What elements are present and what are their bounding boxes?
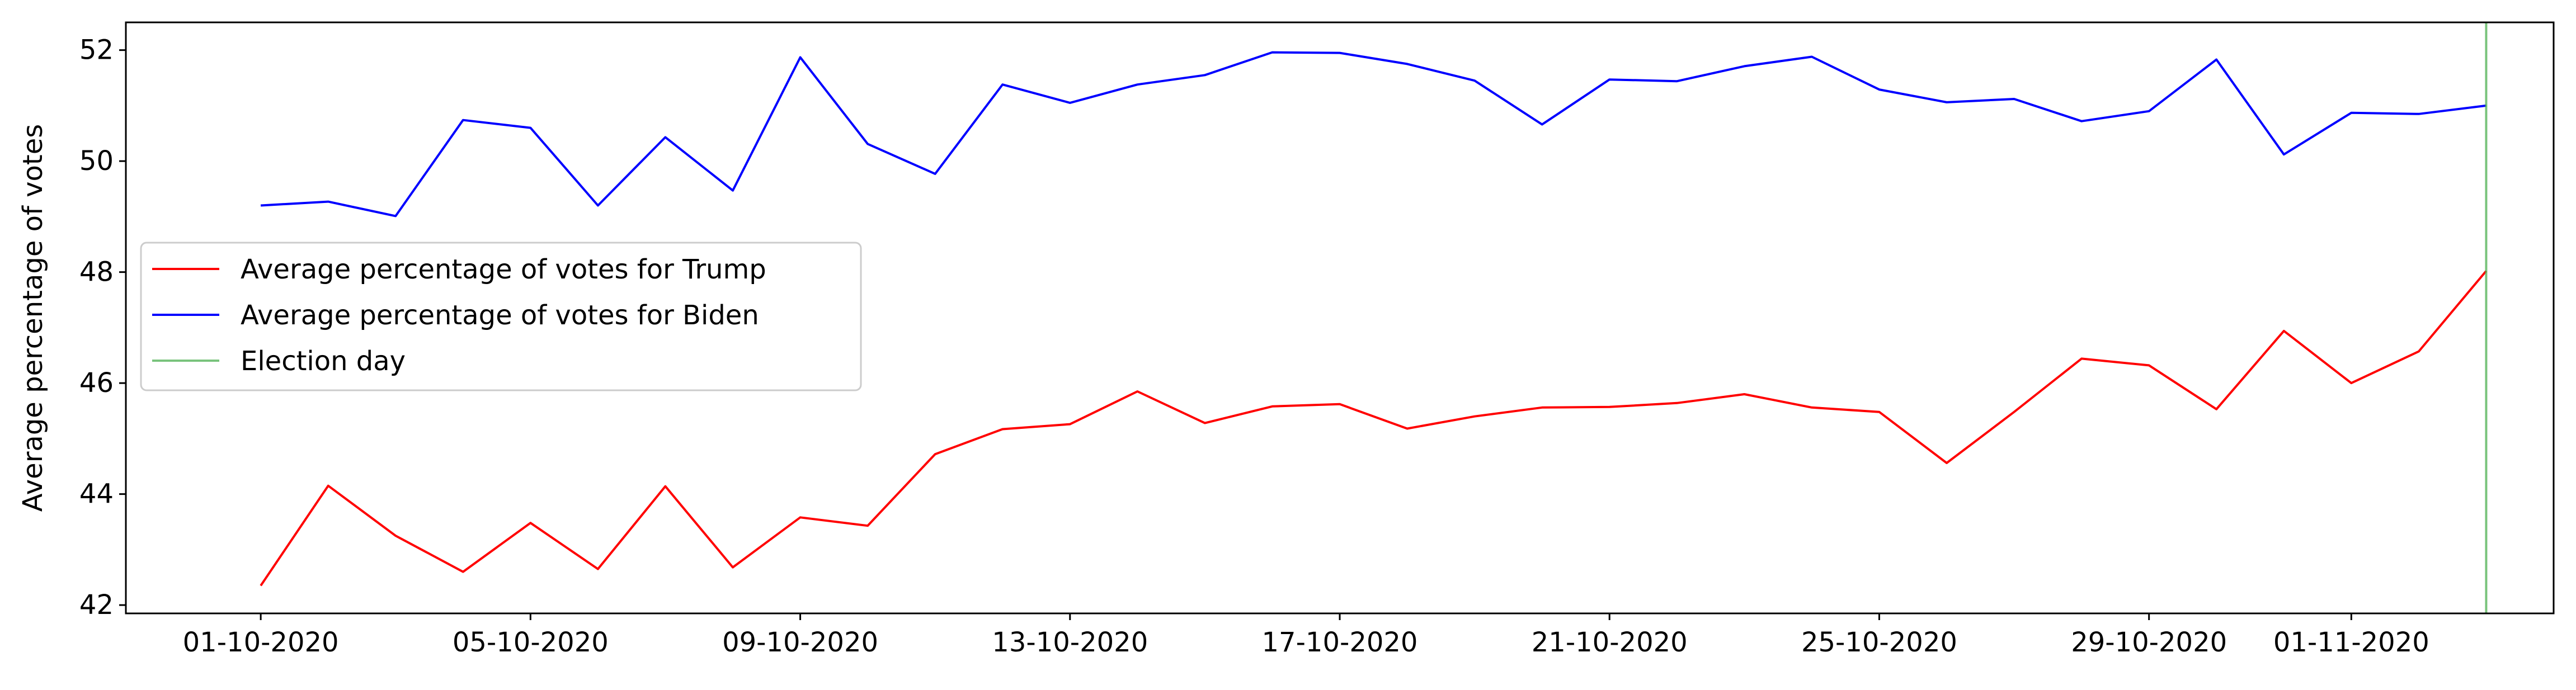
x-tick-label-0: 01-10-2020	[183, 627, 339, 658]
x-tick-label-2: 09-10-2020	[722, 627, 878, 658]
y-tick-label-0: 42	[79, 589, 114, 621]
x-tick-label-7: 29-10-2020	[2071, 627, 2227, 658]
x-tick-label-8: 01-11-2020	[2273, 627, 2429, 658]
x-tick-label-1: 05-10-2020	[453, 627, 609, 658]
legend-label-1: Average percentage of votes for Biden	[241, 300, 759, 331]
legend: Average percentage of votes for Trump Ave…	[140, 242, 862, 391]
series-line-0	[260, 270, 2487, 587]
x-tick-label-3: 13-10-2020	[992, 627, 1148, 658]
y-tick-label-5: 52	[79, 35, 114, 66]
y-axis-label: Average percentage of votes	[17, 124, 49, 512]
axes: 42 44 46 48 50 52 01-10-2020 05-10-2020 09-10-20…	[17, 21, 2555, 658]
y-tick-label-3: 48	[79, 257, 114, 288]
legend-box	[140, 242, 862, 391]
legend-label-2: Election day	[241, 346, 406, 377]
y-tick-label-1: 44	[79, 479, 114, 510]
series-line-1	[260, 51, 2486, 218]
x-tick-label-5: 21-10-2020	[1532, 627, 1688, 658]
y-tick-label-2: 46	[79, 367, 114, 399]
x-tick-label-6: 25-10-2020	[1801, 627, 1957, 658]
x-tick-label-4: 17-10-2020	[1262, 627, 1418, 658]
legend-label-0: Average percentage of votes for Trump	[241, 254, 766, 285]
series-lines	[260, 22, 2488, 613]
y-tick-label-4: 50	[79, 145, 114, 177]
